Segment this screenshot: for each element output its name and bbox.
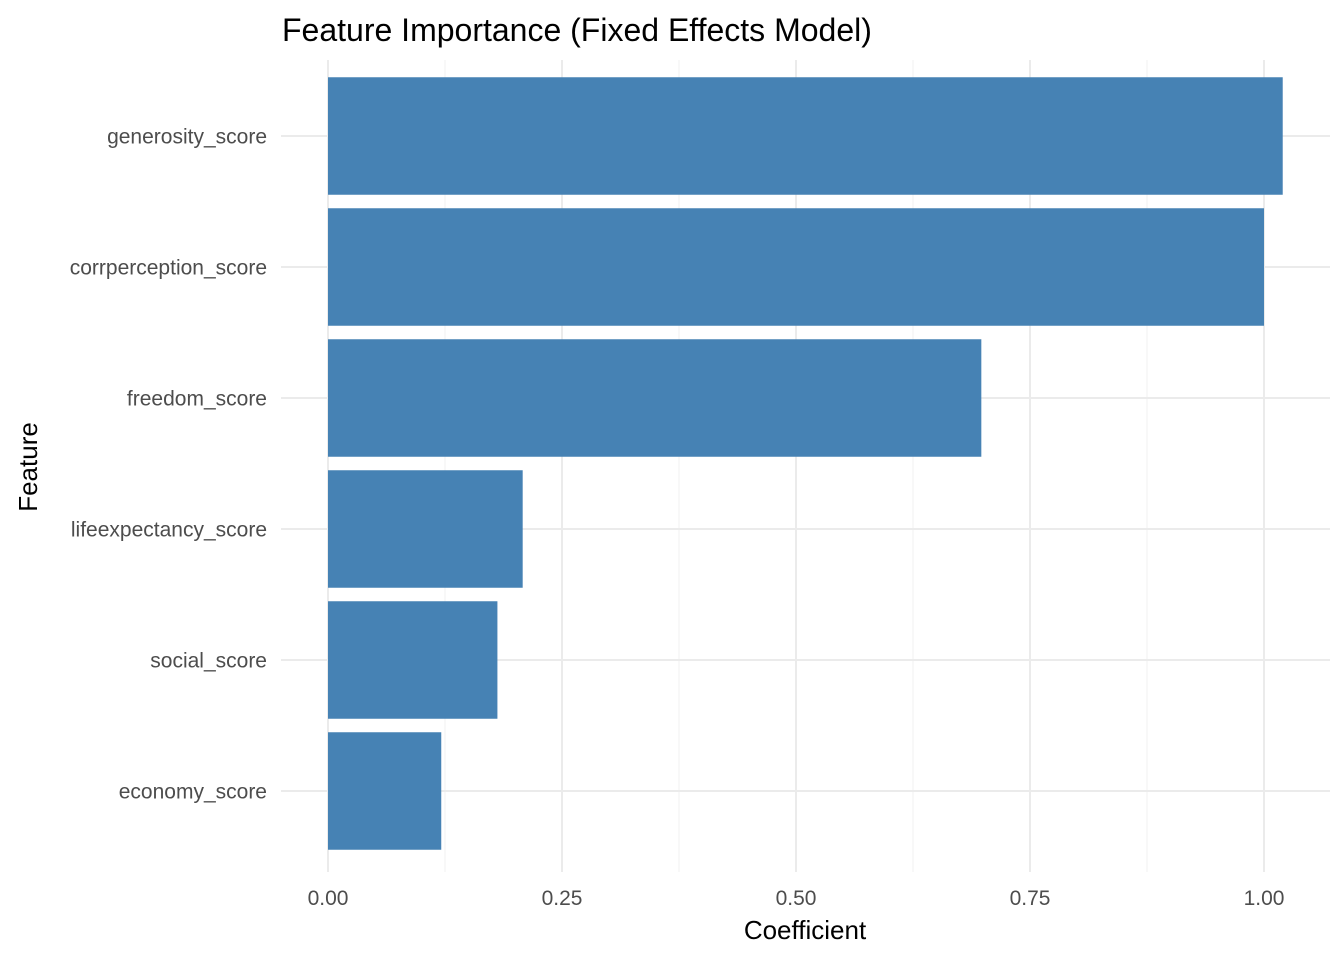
chart-title: Feature Importance (Fixed Effects Model) <box>282 12 872 48</box>
y-tick-label: corrperception_score <box>70 257 267 280</box>
bar-generosity-score <box>328 77 1283 195</box>
bar-lifeexpectancy-score <box>328 470 523 588</box>
y-axis-tick-labels: generosity_score corrperception_scorefree… <box>70 126 267 804</box>
x-tick-label: 0.75 <box>1010 887 1051 910</box>
y-axis-title: Feature <box>13 422 43 512</box>
bars <box>328 77 1283 850</box>
bar-freedom-score <box>328 339 982 457</box>
y-tick-label: freedom_score <box>127 388 267 411</box>
y-tick-label: generosity_score <box>107 126 267 149</box>
bar-economy-score <box>328 732 442 850</box>
x-tick-label: 1.00 <box>1244 887 1285 910</box>
x-tick-label: 0.25 <box>542 887 583 910</box>
y-tick-label: social_score <box>150 650 267 673</box>
bar-social-score <box>328 601 498 719</box>
y-tick-label: lifeexpectancy_score <box>71 519 267 542</box>
bar-corrperception-score <box>328 208 1264 326</box>
x-tick-label: 0.00 <box>308 887 349 910</box>
x-axis-tick-labels: 0.00 0.25 0.50 0.75 1.00 <box>308 887 1285 910</box>
y-tick-label: economy_score <box>119 781 267 804</box>
x-tick-label: 0.50 <box>776 887 817 910</box>
x-axis-title: Coefficient <box>744 915 867 945</box>
